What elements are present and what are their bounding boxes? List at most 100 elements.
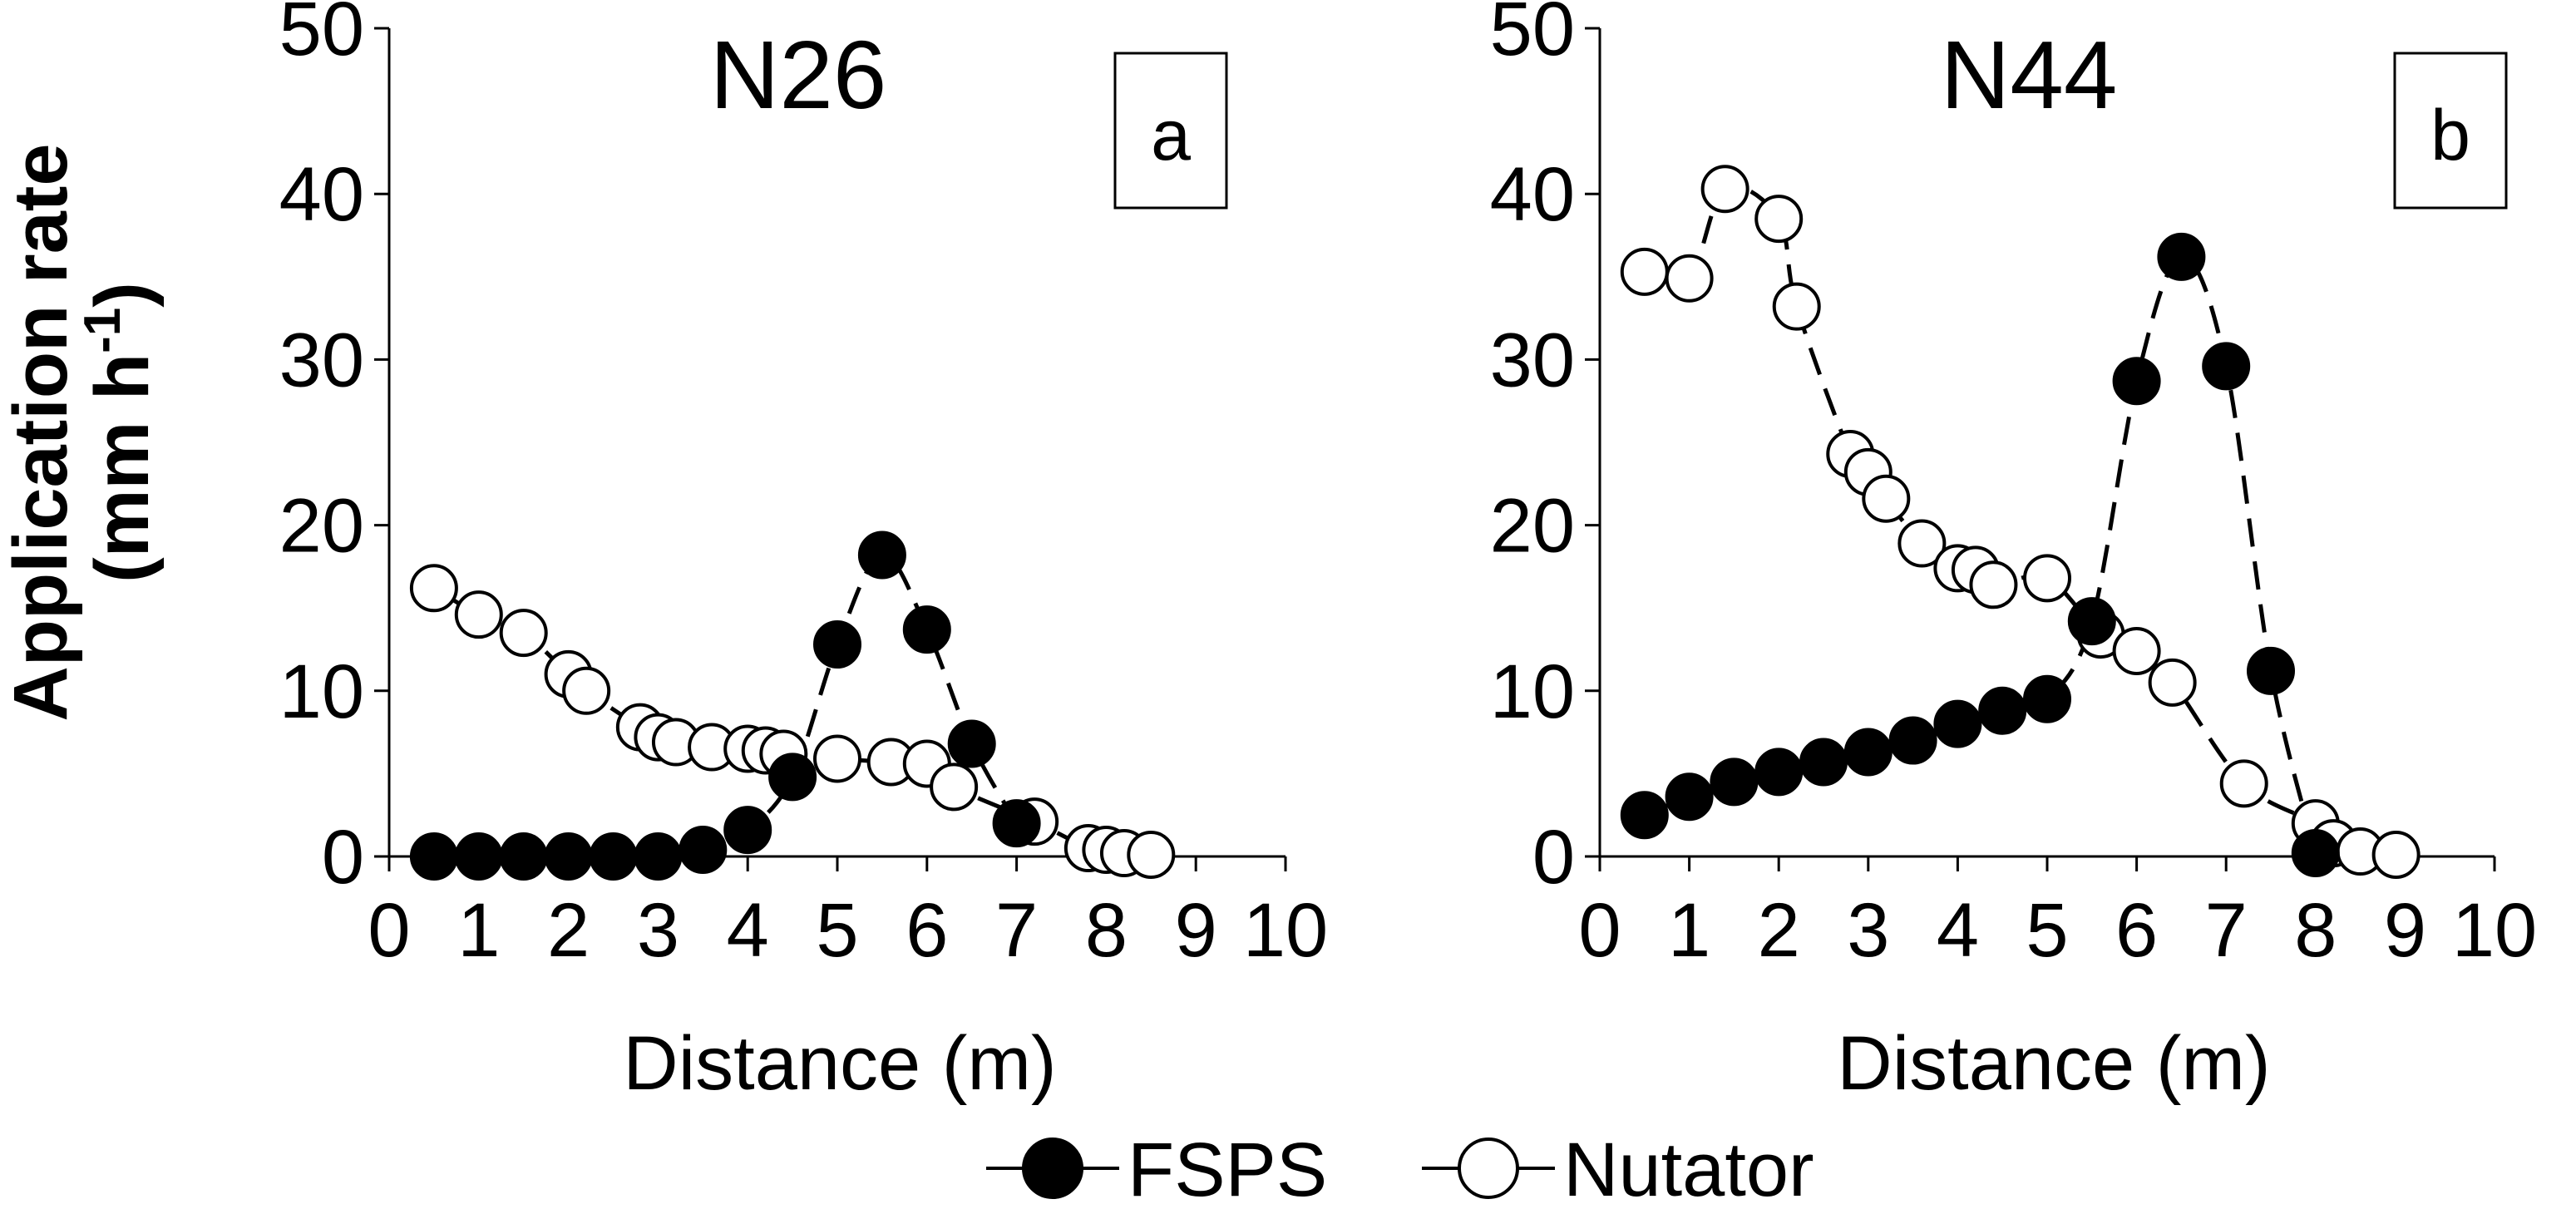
legend-entry-fsps: FSPS [986, 1128, 1327, 1212]
x-tick-label-b: 6 [2115, 888, 2158, 973]
data-point-nutator-b [1969, 560, 2018, 609]
legend-label-fsps: FSPS [1128, 1128, 1327, 1212]
x-tick-label-a: 7 [995, 888, 1038, 973]
y-axis-units-sup: -1 [74, 308, 131, 353]
data-point-fsps-a [634, 832, 683, 881]
data-point-fsps-b [1710, 758, 1759, 807]
x-tick-label-b: 3 [1847, 888, 1889, 973]
data-point-fsps-a [409, 832, 458, 881]
data-point-nutator-a [813, 734, 861, 783]
data-point-fsps-a [813, 620, 861, 669]
x-tick-label-a: 4 [727, 888, 769, 973]
y-tick-label-b: 40 [1490, 152, 1575, 237]
data-point-nutator-b [2148, 658, 2197, 707]
data-point-nutator-b [1897, 519, 1947, 568]
panel-letter-box-a [1113, 52, 1228, 210]
data-point-fsps-b [2023, 674, 2071, 723]
x-tick-label-b: 7 [2205, 888, 2248, 973]
data-point-fsps-b [1888, 716, 1937, 765]
x-tick-label-a: 3 [637, 888, 679, 973]
data-point-nutator-b [2219, 759, 2268, 808]
data-point-nutator-b [2023, 554, 2071, 603]
legend: FSPS Nutator [986, 1128, 1814, 1212]
y-axis-label-line1: Application rate [0, 143, 83, 721]
data-point-nutator-b [1754, 195, 1804, 244]
x-tick-label-a: 2 [547, 888, 590, 973]
y-axis-units-base: (mm h [80, 353, 165, 583]
data-point-nutator-a [1127, 831, 1176, 880]
legend-marker-nutator [1458, 1138, 1519, 1199]
x-tick-label-a: 1 [457, 888, 500, 973]
y-tick-label-b: 50 [1490, 0, 1575, 72]
data-point-fsps-a [992, 799, 1041, 848]
panel-title-b: N44 [1941, 21, 2118, 129]
x-tick-label-a: 8 [1085, 888, 1128, 973]
y-tick-label-a: 20 [279, 484, 364, 569]
data-point-fsps-a [589, 832, 638, 881]
data-point-fsps-b [2112, 357, 2161, 406]
x-tick-label-a: 5 [816, 888, 858, 973]
x-tick-label-a: 0 [368, 888, 410, 973]
series-layer-b [1620, 165, 2421, 880]
data-point-fsps-a [723, 806, 772, 855]
data-point-fsps-b [2067, 597, 2116, 646]
legend-entry-nutator: Nutator [1422, 1128, 1814, 1212]
data-point-nutator-b [2371, 831, 2421, 880]
y-tick-label-b: 20 [1490, 484, 1575, 569]
x-tick-label-b: 1 [1668, 888, 1710, 973]
data-point-nutator-a [499, 609, 548, 658]
x-axis-label-b: Distance (m) [1837, 1021, 2270, 1106]
data-point-fsps-b [1754, 748, 1804, 797]
legend-label-nutator: Nutator [1563, 1128, 1814, 1212]
x-tick-label-b: 5 [2026, 888, 2068, 973]
series-line-fsps-a [433, 553, 1019, 860]
data-point-fsps-a [454, 832, 503, 881]
y-tick-label-b: 10 [1490, 649, 1575, 734]
x-tick-label-b: 2 [1758, 888, 1800, 973]
series-line-nutator-b [1644, 184, 2396, 857]
data-point-fsps-a [902, 605, 951, 654]
y-tick-label-a: 30 [279, 318, 364, 402]
y-tick-label-a: 40 [279, 152, 364, 237]
legend-marker-fsps [1022, 1138, 1083, 1199]
series-layer-a [409, 531, 1176, 881]
data-point-nutator-b [1620, 247, 1669, 296]
data-point-fsps-b [2247, 646, 2295, 695]
data-point-nutator-a [930, 762, 979, 812]
data-point-fsps-b [1665, 772, 1714, 822]
data-point-fsps-b [1978, 686, 2027, 735]
y-tick-label-a: 0 [322, 815, 364, 900]
y-axis-label-units: (mm h-1) [74, 282, 165, 583]
data-point-fsps-b [2202, 342, 2251, 391]
data-point-fsps-b [1843, 728, 1893, 777]
data-point-fsps-b [1620, 791, 1669, 840]
x-tick-label-b: 0 [1578, 888, 1621, 973]
x-tick-label-a: 6 [906, 888, 948, 973]
data-point-nutator-b [1665, 254, 1714, 303]
data-point-fsps-b [2157, 232, 2206, 281]
data-point-nutator-b [1772, 282, 1821, 331]
panel-letter-b: b [2430, 96, 2470, 175]
data-point-fsps-b [1799, 738, 1848, 787]
data-point-fsps-a [544, 832, 593, 881]
data-point-fsps-b [2291, 829, 2340, 878]
panel-letter-box-b [2393, 52, 2508, 210]
y-tick-label-a: 10 [279, 649, 364, 734]
data-point-fsps-a [679, 826, 728, 875]
y-tick-label-b: 0 [1532, 815, 1575, 900]
data-point-nutator-b [1862, 474, 1911, 523]
y-tick-label-a: 50 [279, 0, 364, 72]
x-tick-label-a: 9 [1175, 888, 1217, 973]
x-tick-label-b: 9 [2384, 888, 2426, 973]
data-point-nutator-a [409, 564, 458, 613]
x-tick-label-b: 4 [1937, 888, 1979, 973]
panel-title-a: N26 [710, 21, 887, 129]
data-point-fsps-a [768, 753, 817, 802]
data-point-fsps-a [857, 531, 906, 580]
x-tick-label-b: 10 [2452, 888, 2537, 973]
